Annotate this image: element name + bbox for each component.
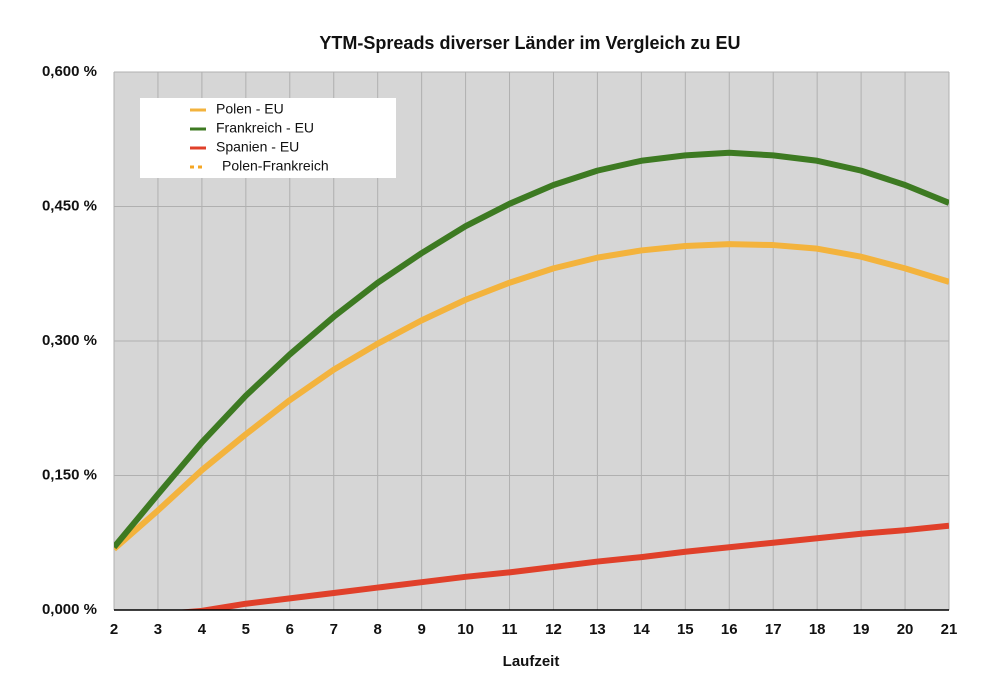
y-tick-label: 0,150 % xyxy=(42,466,97,483)
chart-title: YTM-Spreads diverser Länder im Vergleich… xyxy=(319,33,740,53)
x-tick-label: 2 xyxy=(110,621,118,638)
legend-label: Polen - EU xyxy=(216,101,284,117)
x-tick-label: 9 xyxy=(417,621,425,638)
series-line xyxy=(175,522,949,610)
x-tick-label: 12 xyxy=(545,621,562,638)
y-tick-label: 0,300 % xyxy=(42,332,97,349)
x-tick-label: 10 xyxy=(457,621,474,638)
legend-label: Frankreich - EU xyxy=(216,120,314,136)
y-tick-label: 0,000 % xyxy=(42,601,97,618)
x-tick-label: 6 xyxy=(286,621,294,638)
x-tick-label: 16 xyxy=(721,621,738,638)
x-tick-label: 14 xyxy=(633,621,650,638)
series-line xyxy=(114,241,949,552)
y-tick-label: 0,450 % xyxy=(42,197,97,214)
x-tick-label: 8 xyxy=(374,621,382,638)
x-tick-label: 3 xyxy=(154,621,162,638)
legend: Polen - EU Frankreich - EU Spanien - EU Pol… xyxy=(140,98,396,178)
x-tick-label: 4 xyxy=(198,621,207,638)
x-tick-label: 11 xyxy=(502,621,518,638)
x-tick-label: 20 xyxy=(897,621,914,638)
x-tick-label: 5 xyxy=(242,621,250,638)
legend-label: Spanien - EU xyxy=(216,139,299,155)
x-tick-label: 19 xyxy=(853,621,870,638)
legend-box xyxy=(140,98,396,178)
x-tick-label: 17 xyxy=(765,621,782,638)
x-tick-label: 13 xyxy=(589,621,606,638)
lines xyxy=(114,149,949,610)
y-tick-label: 0,600 % xyxy=(42,63,97,80)
x-tick-label: 18 xyxy=(809,621,826,638)
x-axis-label: Laufzeit xyxy=(503,653,560,670)
x-tick-label: 21 xyxy=(941,621,958,638)
x-tick-label: 7 xyxy=(330,621,338,638)
x-tick-label: 15 xyxy=(677,621,694,638)
series-line xyxy=(114,149,949,550)
legend-label: Polen-Frankreich xyxy=(222,158,329,174)
